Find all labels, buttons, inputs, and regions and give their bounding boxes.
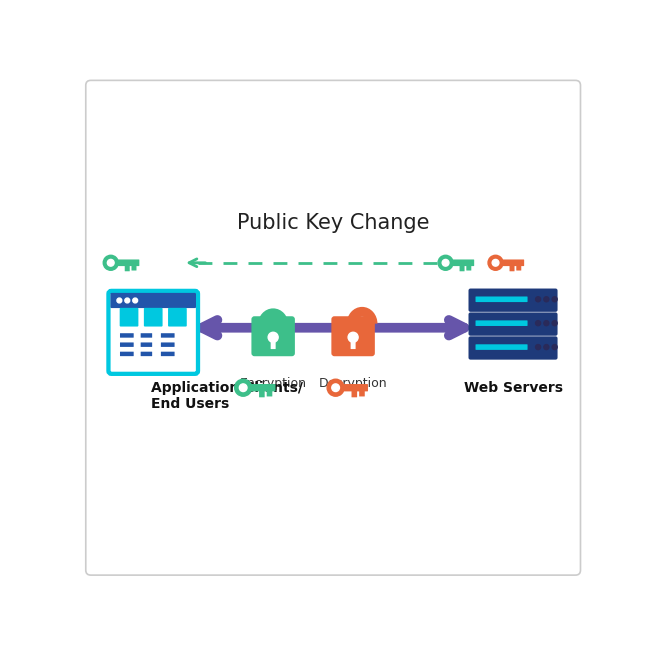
Circle shape bbox=[107, 260, 114, 266]
FancyBboxPatch shape bbox=[120, 352, 134, 356]
FancyBboxPatch shape bbox=[350, 337, 356, 349]
FancyBboxPatch shape bbox=[337, 322, 369, 331]
Circle shape bbox=[327, 379, 344, 396]
FancyBboxPatch shape bbox=[501, 260, 524, 266]
Circle shape bbox=[133, 298, 138, 303]
FancyBboxPatch shape bbox=[266, 391, 272, 397]
FancyBboxPatch shape bbox=[259, 391, 265, 397]
FancyBboxPatch shape bbox=[250, 384, 276, 391]
Circle shape bbox=[536, 297, 541, 302]
Text: Web Servers: Web Servers bbox=[463, 381, 562, 395]
FancyBboxPatch shape bbox=[476, 344, 528, 350]
Circle shape bbox=[239, 384, 247, 391]
FancyBboxPatch shape bbox=[125, 265, 130, 271]
FancyBboxPatch shape bbox=[161, 352, 175, 356]
FancyBboxPatch shape bbox=[252, 316, 295, 356]
Circle shape bbox=[544, 321, 549, 326]
FancyBboxPatch shape bbox=[359, 391, 365, 397]
FancyBboxPatch shape bbox=[116, 260, 139, 266]
Circle shape bbox=[125, 298, 130, 303]
Text: Application Clients/
End Users: Application Clients/ End Users bbox=[151, 381, 303, 411]
FancyBboxPatch shape bbox=[460, 265, 465, 271]
FancyBboxPatch shape bbox=[144, 308, 162, 326]
Text: Public Key Change: Public Key Change bbox=[237, 213, 430, 233]
FancyBboxPatch shape bbox=[332, 316, 375, 356]
FancyBboxPatch shape bbox=[131, 265, 136, 271]
FancyBboxPatch shape bbox=[452, 260, 474, 266]
FancyBboxPatch shape bbox=[352, 391, 357, 397]
Circle shape bbox=[492, 260, 499, 266]
FancyBboxPatch shape bbox=[140, 333, 152, 337]
FancyBboxPatch shape bbox=[469, 312, 558, 336]
FancyBboxPatch shape bbox=[343, 384, 368, 391]
Text: Decryption: Decryption bbox=[318, 376, 387, 389]
FancyBboxPatch shape bbox=[168, 308, 187, 326]
FancyBboxPatch shape bbox=[140, 352, 152, 356]
FancyBboxPatch shape bbox=[111, 293, 196, 308]
Circle shape bbox=[536, 321, 541, 326]
Circle shape bbox=[442, 260, 449, 266]
FancyBboxPatch shape bbox=[140, 343, 152, 347]
FancyBboxPatch shape bbox=[109, 291, 198, 374]
Circle shape bbox=[488, 255, 503, 270]
Circle shape bbox=[544, 297, 549, 302]
FancyBboxPatch shape bbox=[510, 265, 515, 271]
Circle shape bbox=[536, 345, 541, 350]
FancyBboxPatch shape bbox=[466, 265, 471, 271]
Circle shape bbox=[544, 345, 549, 350]
FancyBboxPatch shape bbox=[161, 333, 175, 337]
Circle shape bbox=[552, 297, 557, 302]
Circle shape bbox=[552, 345, 557, 350]
FancyBboxPatch shape bbox=[516, 265, 521, 271]
FancyBboxPatch shape bbox=[120, 333, 134, 337]
Circle shape bbox=[103, 255, 118, 270]
Circle shape bbox=[117, 298, 122, 303]
FancyBboxPatch shape bbox=[120, 343, 134, 347]
Circle shape bbox=[348, 332, 358, 342]
FancyBboxPatch shape bbox=[120, 308, 138, 326]
FancyBboxPatch shape bbox=[469, 289, 558, 312]
FancyBboxPatch shape bbox=[86, 80, 580, 575]
FancyBboxPatch shape bbox=[161, 343, 175, 347]
Text: Encryption: Encryption bbox=[240, 376, 307, 389]
Circle shape bbox=[332, 384, 339, 391]
FancyBboxPatch shape bbox=[257, 322, 289, 331]
FancyBboxPatch shape bbox=[476, 297, 528, 302]
Circle shape bbox=[268, 332, 278, 342]
Circle shape bbox=[552, 321, 557, 326]
FancyBboxPatch shape bbox=[476, 321, 528, 326]
Circle shape bbox=[235, 379, 252, 396]
FancyBboxPatch shape bbox=[469, 336, 558, 360]
FancyBboxPatch shape bbox=[270, 337, 276, 349]
Circle shape bbox=[438, 255, 453, 270]
